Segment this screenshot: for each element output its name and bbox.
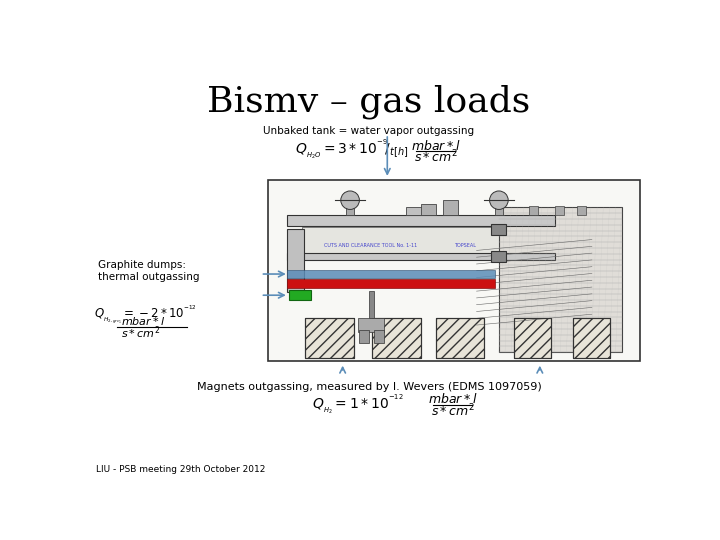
Text: Bismv – gas loads: Bismv – gas loads <box>207 84 531 119</box>
Bar <box>492 224 506 234</box>
Text: CUTS AND CLEARANCE TOOL No. 1-11: CUTS AND CLEARANCE TOOL No. 1-11 <box>324 243 418 248</box>
Bar <box>528 206 538 215</box>
Bar <box>499 207 621 352</box>
Text: $\mathit{mbar*l}$: $\mathit{mbar*l}$ <box>411 139 461 153</box>
Bar <box>573 318 611 357</box>
Bar <box>573 318 611 357</box>
Bar <box>358 318 384 332</box>
Text: LIU - PSB meeting 29th October 2012: LIU - PSB meeting 29th October 2012 <box>96 465 266 475</box>
Text: $\mathit{s*cm^2}$: $\mathit{s*cm^2}$ <box>414 149 458 165</box>
Bar <box>359 330 369 343</box>
Bar <box>369 291 374 318</box>
Bar <box>492 251 506 262</box>
Text: TOPSEAL: TOPSEAL <box>454 243 476 248</box>
Bar <box>287 270 495 278</box>
Text: $\mathit{mbar*l}$: $\mathit{mbar*l}$ <box>428 392 477 406</box>
Text: $\mathit{s*cm^2}$: $\mathit{s*cm^2}$ <box>121 325 161 341</box>
Bar <box>287 229 304 293</box>
Bar <box>514 318 551 357</box>
Text: Graphite dumps:
thermal outgassing: Graphite dumps: thermal outgassing <box>98 260 199 281</box>
Circle shape <box>490 191 508 210</box>
Bar <box>289 290 311 300</box>
Bar <box>287 253 554 260</box>
Text: $Q_{_{H_{2,grc_1}}}=-2*10^{^{-12}}$: $Q_{_{H_{2,grc_1}}}=-2*10^{^{-12}}$ <box>94 303 197 326</box>
Text: $\mathit{s*cm^2}$: $\mathit{s*cm^2}$ <box>431 402 474 419</box>
Bar <box>287 215 554 226</box>
Bar <box>554 206 564 215</box>
Bar <box>374 330 384 343</box>
Bar <box>436 318 484 357</box>
Bar <box>287 279 495 288</box>
Bar <box>372 318 420 357</box>
Bar <box>420 204 436 215</box>
Bar <box>346 204 354 215</box>
Text: $\mathit{mbar*l}$: $\mathit{mbar*l}$ <box>121 315 165 327</box>
Bar <box>436 318 484 357</box>
Bar <box>305 318 354 357</box>
Text: $Q_{_{H_2O}}=3*10^{^{-9}}\!/_{t[h]}$: $Q_{_{H_2O}}=3*10^{^{-9}}\!/_{t[h]}$ <box>295 138 409 161</box>
Text: Unbaked tank = water vapor outgassing: Unbaked tank = water vapor outgassing <box>264 126 474 137</box>
Bar <box>302 227 532 253</box>
Circle shape <box>341 191 359 210</box>
Bar <box>305 318 354 357</box>
Text: Magnets outgassing, measured by I. Wevers (EDMS 1097059): Magnets outgassing, measured by I. Wever… <box>197 382 541 392</box>
Bar <box>514 318 551 357</box>
Bar <box>577 206 586 215</box>
Bar <box>269 180 640 361</box>
Text: $Q_{_{H_2}}=1*10^{^{-12}}$: $Q_{_{H_2}}=1*10^{^{-12}}$ <box>312 392 404 416</box>
Bar <box>406 207 425 215</box>
Bar <box>495 204 503 215</box>
Bar <box>443 200 458 215</box>
Bar <box>372 318 420 357</box>
